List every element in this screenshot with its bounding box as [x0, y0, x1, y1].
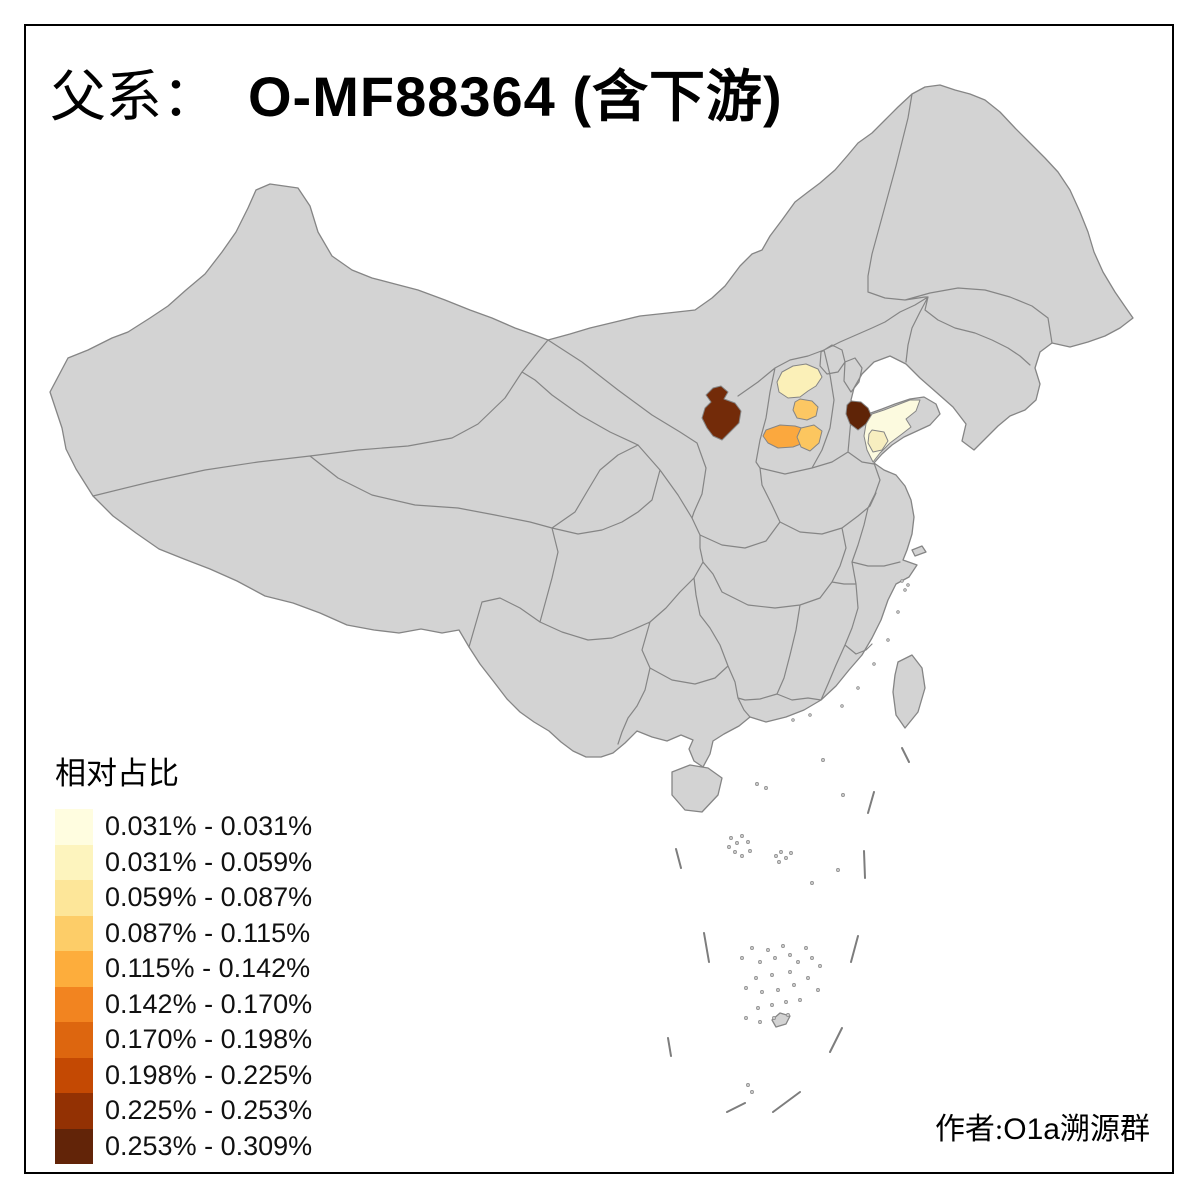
legend-swatch — [55, 951, 93, 987]
highlight-region-5 — [701, 385, 742, 441]
legend-row: 0.087% - 0.115% — [55, 915, 312, 951]
legend-row: 0.142% - 0.170% — [55, 986, 313, 1022]
legend-row: 0.115% - 0.142% — [55, 951, 312, 987]
province-borders — [92, 93, 1053, 745]
south-sea-island — [771, 1012, 791, 1028]
legend-swatch — [55, 915, 93, 951]
author-credit: 作者:O1a溯源群 — [935, 1104, 1150, 1148]
legend-row: 0.059% - 0.087% — [55, 880, 312, 916]
legend-swatch — [55, 809, 93, 845]
legend-swatch — [55, 1093, 93, 1129]
legend-swatch — [55, 986, 93, 1022]
legend-label: 0.198% - 0.225% — [105, 1059, 313, 1090]
legend-swatch — [55, 844, 93, 880]
highlight-region-8 — [867, 429, 889, 453]
legend-label: 0.225% - 0.253% — [105, 1095, 313, 1126]
legend-row: 0.225% - 0.253% — [55, 1093, 312, 1129]
highlight-region-2 — [792, 398, 819, 421]
mainland-outline — [49, 84, 1134, 768]
legend-label: 0.115% - 0.142% — [105, 953, 311, 984]
legend-row: 0.170% - 0.198% — [55, 1022, 312, 1058]
title-main: O-MF88364 (含下游) — [248, 65, 783, 128]
legend-label: 0.031% - 0.031% — [105, 811, 313, 842]
legend: 相对占比 0.031% - 0.031% 0.031% - 0.059% 0.059… — [55, 748, 312, 1164]
nine-dash-line — [667, 747, 910, 1113]
credit-suffix: 溯源群 — [1060, 1113, 1150, 1146]
title-prefix: 父系： — [50, 67, 218, 129]
highlight-region-1 — [776, 363, 823, 399]
legend-label: 0.170% - 0.198% — [105, 1024, 313, 1055]
legend-swatch — [55, 1057, 93, 1093]
legend-label: 0.059% - 0.087% — [105, 882, 313, 913]
credit-latin: O1a — [1003, 1113, 1060, 1146]
hainan-island — [671, 764, 723, 813]
legend-label: 0.253% - 0.309% — [105, 1130, 313, 1161]
legend-rows: 0.031% - 0.031% 0.031% - 0.059% 0.059% - 0… — [55, 809, 312, 1164]
legend-row: 0.031% - 0.059% — [55, 844, 313, 880]
legend-swatch — [55, 1128, 93, 1164]
legend-label: 0.142% - 0.170% — [105, 988, 313, 1019]
legend-label: 0.087% - 0.115% — [105, 917, 311, 948]
legend-row: 0.198% - 0.225% — [55, 1057, 313, 1093]
legend-row: 0.253% - 0.309% — [55, 1128, 313, 1164]
plot-border-frame — [24, 24, 1174, 1174]
legend-row: 0.031% - 0.031% — [55, 809, 312, 845]
taiwan-island — [892, 654, 926, 729]
highlight-region-6 — [845, 400, 873, 431]
highlight-region-4 — [796, 424, 823, 452]
legend-title: 相对占比 — [55, 756, 179, 791]
page-title: 父系： O-MF88364 (含下游) — [50, 52, 783, 133]
credit-prefix: 作者: — [934, 1113, 1004, 1146]
chongming-island — [911, 545, 927, 557]
island-dots — [727, 579, 910, 1094]
legend-swatch — [55, 1022, 93, 1058]
legend-swatch — [55, 880, 93, 916]
legend-label: 0.031% - 0.059% — [105, 846, 313, 877]
